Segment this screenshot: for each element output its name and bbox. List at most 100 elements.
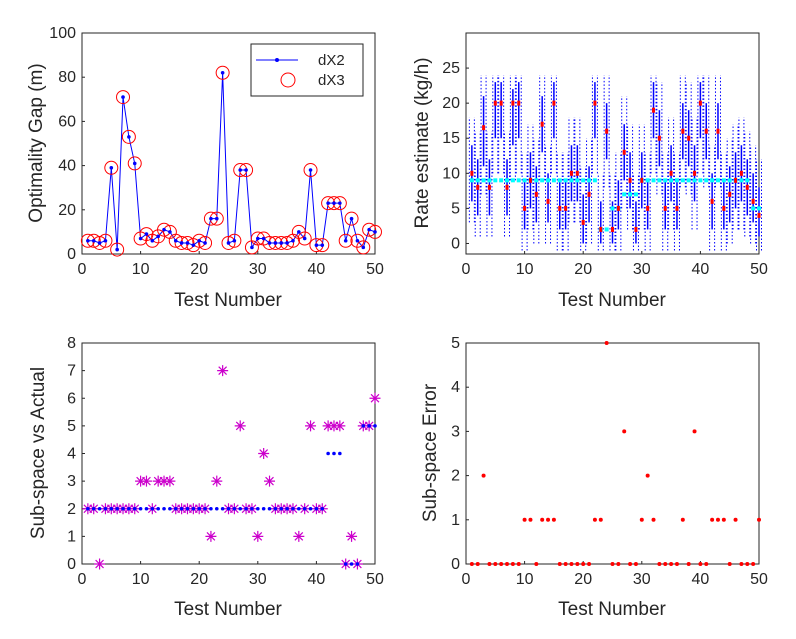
estimate-point — [470, 170, 474, 176]
y-tick-label: 100 — [49, 25, 76, 42]
y-tick-label: 4 — [67, 446, 76, 463]
point-subspace-error — [475, 562, 480, 566]
point-subspace-error — [692, 429, 697, 434]
reference-point — [751, 206, 756, 211]
y-tick-label: 80 — [58, 69, 76, 86]
series-subspace-error — [469, 341, 761, 566]
point-dx3 — [221, 235, 236, 250]
point-subspace — [261, 506, 266, 511]
point-subspace — [121, 506, 125, 511]
estimate-point — [646, 205, 650, 211]
y-tick-label: 40 — [58, 158, 76, 175]
point-subspace-error — [505, 562, 510, 566]
estimate-point — [487, 184, 491, 190]
point-dx3 — [98, 233, 113, 248]
x-tick-label: 0 — [462, 261, 471, 278]
estimate-point — [482, 125, 486, 131]
point-subspace — [373, 424, 377, 428]
x-tick-label: 30 — [249, 261, 267, 278]
x-tick-label: 40 — [308, 571, 326, 588]
reference-point — [657, 178, 662, 183]
point-dx2 — [367, 227, 371, 232]
point-actual — [258, 448, 270, 459]
point-dx2 — [138, 236, 143, 241]
point-dx2 — [291, 238, 295, 243]
tick-labels-rate-estimate: 0 10 20 30 40 50 0 5 10 15 20 25 — [442, 60, 768, 278]
reference-point — [540, 178, 545, 183]
point-dx2 — [103, 238, 108, 243]
reference-point — [510, 178, 515, 183]
reference-point — [516, 178, 521, 183]
point-subspace-error — [592, 517, 597, 522]
point-dx2 — [320, 243, 325, 247]
estimate-point — [716, 128, 720, 134]
estimate-point — [476, 184, 480, 190]
point-subspace-error — [610, 562, 615, 566]
reference-point — [505, 178, 510, 183]
y-tick-label: 2 — [67, 501, 76, 518]
point-dx2 — [285, 241, 289, 245]
estimate-point — [534, 191, 538, 197]
y-tick-label: 5 — [67, 418, 76, 435]
point-dx3 — [356, 240, 371, 255]
point-subspace-error — [569, 562, 574, 566]
y-tick-label: 25 — [442, 60, 460, 77]
point-subspace-error — [657, 562, 662, 566]
point-dx2 — [244, 168, 248, 172]
estimate-point — [710, 198, 714, 204]
estimate-point — [558, 205, 562, 211]
point-actual — [164, 475, 176, 487]
point-dx2 — [361, 245, 366, 250]
panel-subspace-error: 0 10 20 30 40 50 0 1 2 3 4 5 Test Number Sub-space … — [420, 335, 768, 620]
point-dx2 — [144, 232, 149, 236]
x-axis-label-optimality-gap: Test Number — [174, 290, 282, 311]
tick-labels-subspace-vs-actual: 0 10 20 30 40 50 0 1 2 3 4 5 6 7 8 — [67, 335, 384, 588]
point-dx2 — [343, 238, 348, 243]
point-subspace-error — [733, 517, 738, 522]
point-subspace-error — [534, 562, 539, 566]
reference-point — [692, 178, 697, 183]
estimate-point — [499, 100, 503, 106]
legend-box — [250, 43, 364, 97]
reference-point — [727, 178, 732, 183]
point-subspace-error — [581, 562, 586, 566]
legend-marker-dx2 — [275, 58, 279, 62]
point-dx3 — [168, 233, 183, 248]
point-subspace-error — [739, 562, 744, 566]
point-dx2 — [197, 238, 201, 243]
point-dx3 — [157, 222, 172, 237]
estimate-point — [523, 205, 527, 211]
line-dx2 — [87, 72, 376, 250]
y-tick-label: 6 — [67, 390, 76, 407]
point-subspace-error — [686, 562, 691, 566]
panel-subspace-vs-actual: 0 10 20 30 40 50 0 1 2 3 4 5 6 7 8 Test Number Sub-spa… — [28, 335, 384, 620]
point-subspace-error — [669, 562, 674, 566]
estimate-point — [593, 100, 597, 106]
reference-point — [551, 178, 556, 183]
point-dx2 — [115, 247, 119, 252]
y-tick-label: 20 — [442, 95, 460, 112]
panel-rate-estimate: 0 10 20 30 40 50 0 5 10 15 20 25 Test Number Rate e… — [412, 32, 768, 311]
point-dx2 — [203, 241, 207, 245]
point-dx2 — [308, 168, 313, 172]
estimate-point — [745, 184, 749, 190]
point-subspace-error — [516, 562, 521, 566]
point-dx2 — [156, 234, 160, 239]
point-subspace — [168, 506, 172, 511]
x-tick-label: 40 — [308, 261, 326, 278]
point-subspace-error — [499, 562, 504, 566]
point-dx2 — [326, 201, 330, 205]
y-tick-label: 5 — [451, 335, 460, 352]
point-dx3 — [104, 160, 119, 175]
y-tick-label: 1 — [67, 528, 76, 545]
point-subspace-error — [721, 517, 726, 522]
point-actual — [234, 420, 246, 432]
point-subspace-error — [598, 517, 603, 522]
point-dx2 — [162, 227, 166, 232]
point-subspace-error — [522, 517, 527, 522]
point-subspace-error — [645, 473, 650, 478]
point-subspace — [238, 506, 243, 511]
point-subspace — [297, 506, 301, 511]
point-actual — [205, 530, 217, 542]
